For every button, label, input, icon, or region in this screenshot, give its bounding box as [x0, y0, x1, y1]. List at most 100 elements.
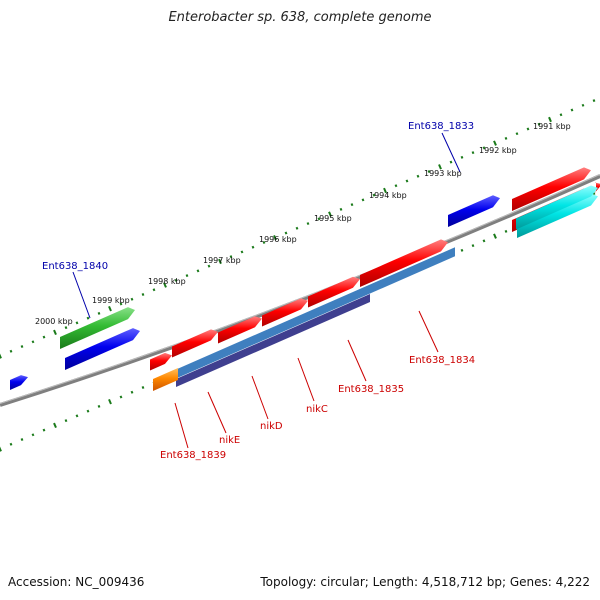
label-ent638-1835: Ent638_1835 [338, 384, 404, 395]
tick-mark [20, 438, 24, 442]
leader-line [441, 132, 461, 173]
leader-line [207, 391, 227, 434]
tick-mark [86, 409, 90, 413]
tick-mark [394, 184, 398, 188]
leader-line [418, 310, 439, 353]
kbp-label: 1995 kbp [314, 214, 352, 223]
tick-mark [174, 278, 178, 282]
tick-mark [141, 386, 145, 390]
operon-bar-light [176, 247, 455, 379]
gene-arrow-ent638-1834 [360, 239, 448, 287]
genome-backbone [0, 174, 600, 407]
tick-mark [273, 235, 277, 241]
tick-mark [449, 160, 453, 164]
label-ent638-1834: Ent638_1834 [409, 355, 475, 366]
tick-mark [119, 302, 123, 306]
tick-mark [97, 311, 101, 315]
tick-mark [108, 399, 112, 405]
tick-mark [196, 269, 200, 273]
label-ent638-1833: Ent638_1833 [408, 121, 474, 132]
gene-arrow-nikD [218, 316, 262, 344]
gene-arrow-ent638-1840 [60, 307, 135, 349]
tick-mark [515, 132, 519, 136]
tick-mark [493, 140, 497, 146]
tick-mark [504, 136, 508, 140]
gene-arrow-nikC [262, 298, 308, 327]
tick-mark [383, 187, 387, 194]
topology-label: Topology: circular; Length: 4,518,712 bp… [260, 575, 590, 589]
tick-mark [471, 244, 475, 248]
kbp-label: 1997 kbp [203, 256, 241, 265]
tick-mark [262, 240, 266, 244]
tick-mark [339, 207, 343, 211]
gene-arrow-cyan-2 [516, 185, 598, 230]
leader-line [251, 375, 269, 420]
tick-mark [75, 414, 79, 418]
gene-arrow-ent638-1835 [308, 276, 360, 308]
tick-mark [548, 116, 552, 123]
tick-mark [405, 179, 409, 183]
gene-arrow-ent638-1839 [153, 368, 178, 391]
leader-line [174, 402, 189, 449]
tick-mark [559, 113, 563, 117]
kbp-label: 1996 kbp [259, 235, 297, 244]
label-nikE: nikE [219, 435, 240, 446]
tick-mark [482, 239, 486, 243]
tick-mark [20, 345, 24, 349]
label-ent638-1840: Ent638_1840 [42, 261, 108, 272]
accession-label: Accession: NC_009436 [8, 575, 145, 589]
leader-line [347, 339, 367, 382]
tick-mark [526, 127, 530, 131]
leader-line [72, 271, 91, 319]
leader-line [297, 357, 315, 402]
tick-mark [152, 288, 156, 292]
tick-mark [185, 274, 189, 278]
tick-mark [317, 217, 321, 221]
tick-mark [427, 170, 431, 174]
tick-mark [9, 349, 13, 353]
tick-mark [306, 222, 310, 226]
map-title: Enterobacter sp. 638, complete genome [168, 10, 432, 25]
tick-mark [438, 164, 442, 170]
tick-mark [108, 306, 112, 312]
gene-arrow-blue-edge [10, 375, 28, 390]
tick-mark [0, 353, 2, 359]
tick-mark [416, 174, 420, 178]
tick-mark [75, 321, 79, 325]
kbp-label: 1998 kbp [148, 277, 186, 286]
kbp-labels: 2000 kbp 1999 kbp 1998 kbp 1997 kbp 1996 kbp… [35, 122, 571, 326]
tick-mark [53, 329, 57, 336]
tick-mark [581, 103, 585, 107]
operon-bar-dark [176, 294, 370, 387]
tick-mark [31, 340, 35, 344]
gene-arrow-red-small [150, 352, 172, 371]
backbone-highlight [0, 174, 600, 404]
tick-mark [64, 326, 68, 330]
tick-mark [42, 335, 46, 339]
backbone-line [0, 174, 600, 407]
gene-arrow-red-upper-2 [512, 167, 591, 211]
kbp-label: 1992 kbp [479, 146, 517, 155]
tick-mark [218, 258, 222, 265]
tick-mark [0, 446, 2, 452]
kbp-label: 1991 kbp [533, 122, 571, 131]
tick-mark [471, 151, 475, 155]
tick-mark [284, 231, 288, 235]
gene-arrow-cyan [517, 193, 598, 238]
kbp-label: 1993 kbp [424, 169, 462, 178]
tick-mark [295, 226, 299, 230]
tick-mark [460, 155, 464, 159]
tick-mark [163, 282, 167, 288]
gene-arrow-blue-upper [448, 195, 500, 227]
tick-mark [537, 122, 541, 126]
label-nikC: nikC [306, 404, 328, 415]
kbp-ticks-outer [0, 99, 596, 359]
tick-mark [9, 442, 13, 446]
label-ent638-1839: Ent638_1839 [160, 450, 226, 461]
tick-mark [229, 255, 233, 259]
tick-mark [328, 211, 332, 217]
label-nikD: nikD [260, 421, 283, 432]
tick-mark [493, 233, 497, 239]
tick-mark [53, 422, 57, 429]
tick-mark [240, 250, 244, 254]
